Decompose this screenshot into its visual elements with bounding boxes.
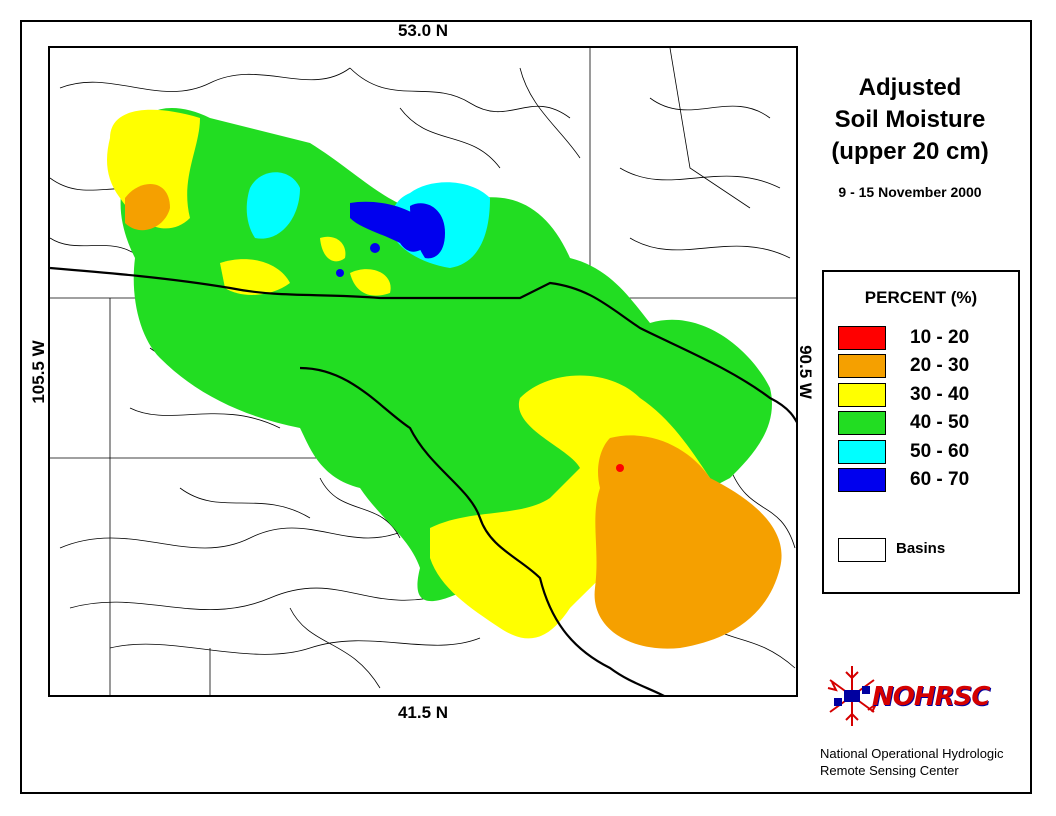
top-latitude-label: 53.0 N (397, 21, 449, 40)
legend-label: 50 - 60 (910, 441, 970, 462)
credit-line-2: Remote Sensing Center (820, 763, 959, 778)
bottom-latitude-label: 41.5 N (397, 703, 449, 722)
legend-swatch-red (838, 326, 886, 350)
title-line-1: Adjusted (858, 74, 962, 101)
logo-text: NOHRSC (872, 682, 990, 712)
state-boundaries (50, 266, 796, 695)
basins-label: Basins (896, 540, 946, 557)
legend-swatch-blue (838, 468, 886, 492)
legend-swatch-yellow (838, 383, 886, 407)
map-title: Adjusted Soil Moisture (upper 20 cm) (810, 72, 1010, 168)
title-line-3: (upper 20 cm) (831, 138, 989, 165)
legend-swatch-orange (838, 354, 886, 378)
snowflake-logo-icon (827, 666, 877, 726)
legend-label: 20 - 30 (910, 355, 970, 376)
basins-swatch (838, 538, 886, 562)
legend-label: 40 - 50 (910, 412, 970, 433)
legend-label: 10 - 20 (910, 327, 970, 348)
credit: National Operational Hydrologic Remote S… (820, 745, 1004, 779)
legend: PERCENT (%) 10 - 20 20 - 30 30 - 40 40 -… (822, 270, 1020, 594)
legend-title: PERCENT (%) (864, 288, 978, 307)
figure-frame (20, 20, 1032, 794)
right-longitude-label: 90.5 W (796, 345, 815, 399)
legend-swatch-green (838, 411, 886, 435)
title-line-2: Soil Moisture (834, 106, 986, 133)
map-graphic (50, 48, 796, 695)
legend-label: 60 - 70 (910, 469, 970, 490)
legend-swatch-cyan (838, 440, 886, 464)
left-longitude-label: 105.5 W (29, 340, 48, 404)
moisture-fields (107, 108, 782, 649)
date-range: 9 - 15 November 2000 (838, 184, 982, 200)
nohrsc-logo: NOHRSC (822, 660, 1002, 732)
credit-line-1: National Operational Hydrologic (820, 746, 1004, 761)
legend-label: 30 - 40 (910, 384, 970, 405)
soil-moisture-map (48, 46, 798, 697)
